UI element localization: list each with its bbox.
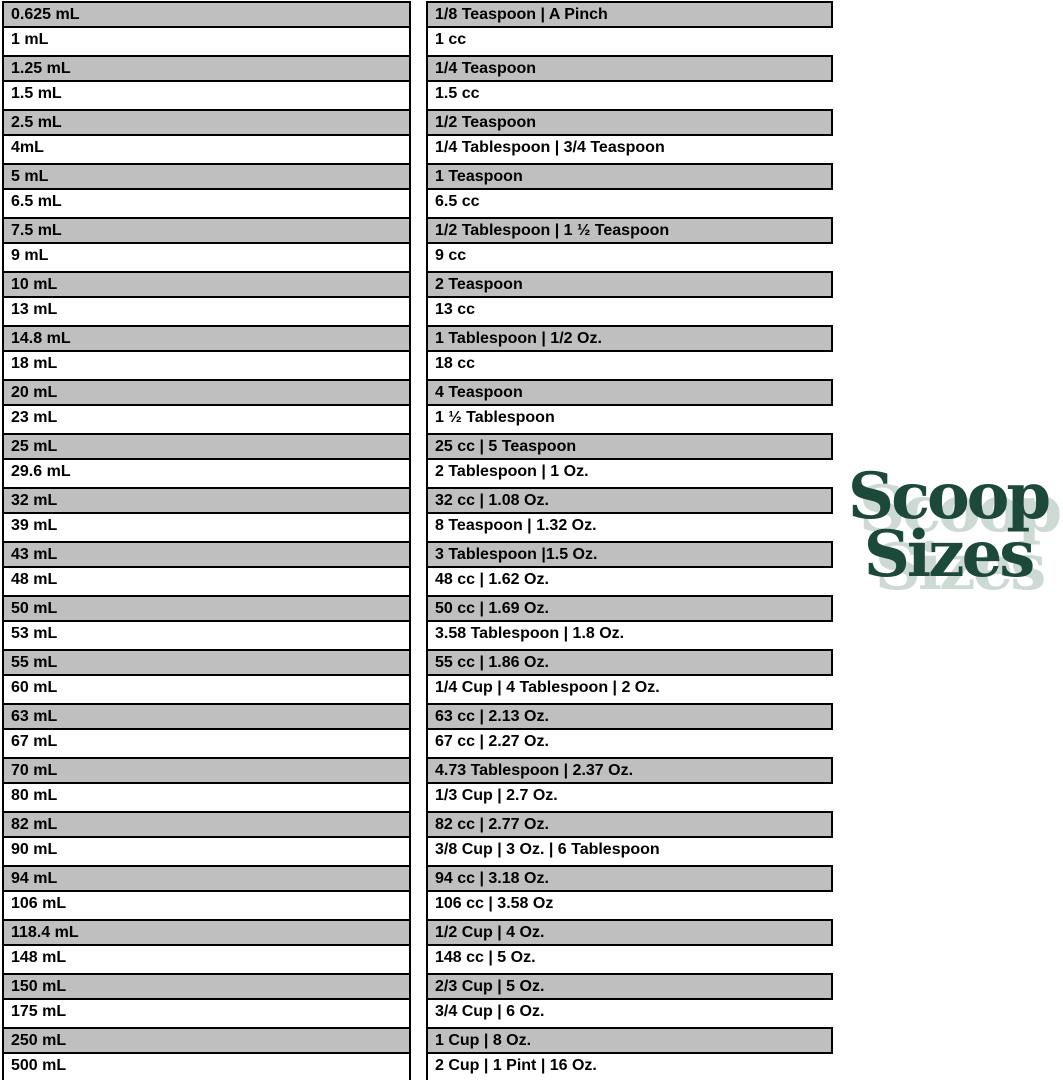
conversion-cell: 13 cc bbox=[428, 298, 833, 325]
ml-cell: 60 mL bbox=[4, 676, 409, 703]
ml-cell: 20 mL bbox=[4, 379, 409, 406]
conversion-cell: 6.5 cc bbox=[428, 190, 833, 217]
ml-cell: 148 mL bbox=[4, 946, 409, 973]
conversion-cell: 1/2 Cup | 4 Oz. bbox=[428, 919, 833, 946]
conversion-cell: 82 cc | 2.77 Oz. bbox=[428, 811, 833, 838]
conversion-cell: 50 cc | 1.69 Oz. bbox=[428, 595, 833, 622]
conversion-cell: 1/4 Tablespoon | 3/4 Teaspoon bbox=[428, 136, 833, 163]
conversion-cell: 8 Teaspoon | 1.32 Oz. bbox=[428, 514, 833, 541]
ml-cell: 150 mL bbox=[4, 973, 409, 1000]
ml-cell: 80 mL bbox=[4, 784, 409, 811]
conversion-cell: 3.58 Tablespoon | 1.8 Oz. bbox=[428, 622, 833, 649]
conversion-cell: 2 Tablespoon | 1 Oz. bbox=[428, 460, 833, 487]
conversion-cell: 1 cc bbox=[428, 28, 833, 55]
conversion-cell: 18 cc bbox=[428, 352, 833, 379]
conversion-cell: 3/8 Cup | 3 Oz. | 6 Tablespoon bbox=[428, 838, 833, 865]
ml-cell: 94 mL bbox=[4, 865, 409, 892]
conversion-cell: 1/8 Teaspoon | A Pinch bbox=[428, 1, 833, 28]
ml-cell: 53 mL bbox=[4, 622, 409, 649]
ml-cell: 6.5 mL bbox=[4, 190, 409, 217]
ml-cell: 1.5 mL bbox=[4, 82, 409, 109]
ml-cell: 7.5 mL bbox=[4, 217, 409, 244]
conversion-cell: 67 cc | 2.27 Oz. bbox=[428, 730, 833, 757]
conversion-cell: 1/2 Teaspoon bbox=[428, 109, 833, 136]
ml-cell: 48 mL bbox=[4, 568, 409, 595]
conversion-cell: 4 Teaspoon bbox=[428, 379, 833, 406]
conversion-cell: 2 Cup | 1 Pint | 16 Oz. bbox=[428, 1054, 833, 1080]
conversion-cell: 148 cc | 5 Oz. bbox=[428, 946, 833, 973]
ml-cell: 250 mL bbox=[4, 1027, 409, 1054]
conversion-cell: 1/4 Teaspoon bbox=[428, 55, 833, 82]
conversion-column: 1/8 Teaspoon | A Pinch 1 cc 1/4 Teaspoon 1.… bbox=[426, 1, 833, 1080]
ml-cell: 500 mL bbox=[4, 1054, 409, 1080]
ml-cell: 4mL bbox=[4, 136, 409, 163]
ml-cell: 2.5 mL bbox=[4, 109, 409, 136]
ml-cell: 1.25 mL bbox=[4, 55, 409, 82]
conversion-cell: 1.5 cc bbox=[428, 82, 833, 109]
conversion-cell: 94 cc | 3.18 Oz. bbox=[428, 865, 833, 892]
conversion-cell: 32 cc | 1.08 Oz. bbox=[428, 487, 833, 514]
conversion-cell: 1 ½ Tablespoon bbox=[428, 406, 833, 433]
conversion-cell: 48 cc | 1.62 Oz. bbox=[428, 568, 833, 595]
ml-cell: 9 mL bbox=[4, 244, 409, 271]
ml-cell: 63 mL bbox=[4, 703, 409, 730]
conversion-cell: 2 Teaspoon bbox=[428, 271, 833, 298]
ml-cell: 90 mL bbox=[4, 838, 409, 865]
ml-cell: 23 mL bbox=[4, 406, 409, 433]
ml-cell: 0.625 mL bbox=[4, 1, 409, 28]
conversion-cell: 1 Teaspoon bbox=[428, 163, 833, 190]
conversion-cell: 3/4 Cup | 6 Oz. bbox=[428, 1000, 833, 1027]
ml-cell: 1 mL bbox=[4, 28, 409, 55]
conversion-cell: 3 Tablespoon |1.5 Oz. bbox=[428, 541, 833, 568]
logo-word-scoop: Scoop bbox=[847, 459, 1051, 534]
conversion-cell: 55 cc | 1.86 Oz. bbox=[428, 649, 833, 676]
ml-cell: 32 mL bbox=[4, 487, 409, 514]
conversion-cell: 25 cc | 5 Teaspoon bbox=[428, 433, 833, 460]
ml-cell: 43 mL bbox=[4, 541, 409, 568]
ml-cell: 50 mL bbox=[4, 595, 409, 622]
ml-cell: 175 mL bbox=[4, 1000, 409, 1027]
ml-cell: 67 mL bbox=[4, 730, 409, 757]
ml-cell: 13 mL bbox=[4, 298, 409, 325]
ml-cell: 118.4 mL bbox=[4, 919, 409, 946]
conversion-cell: 106 cc | 3.58 Oz bbox=[428, 892, 833, 919]
conversion-cell: 63 cc | 2.13 Oz. bbox=[428, 703, 833, 730]
scoop-sizes-logo: Scoop Sizes bbox=[833, 459, 1063, 592]
conversion-cell: 4.73 Tablespoon | 2.37 Oz. bbox=[428, 757, 833, 784]
ml-cell: 55 mL bbox=[4, 649, 409, 676]
column-gap bbox=[411, 1, 426, 1080]
ml-cell: 25 mL bbox=[4, 433, 409, 460]
conversion-cell: 1/4 Cup | 4 Tablespoon | 2 Oz. bbox=[428, 676, 833, 703]
conversion-cell: 1 Cup | 8 Oz. bbox=[428, 1027, 833, 1054]
conversion-cell: 2/3 Cup | 5 Oz. bbox=[428, 973, 833, 1000]
conversion-cell: 9 cc bbox=[428, 244, 833, 271]
ml-cell: 18 mL bbox=[4, 352, 409, 379]
ml-cell: 39 mL bbox=[4, 514, 409, 541]
conversion-cell: 1/3 Cup | 2.7 Oz. bbox=[428, 784, 833, 811]
scoop-conversion-table: 0.625 mL 1 mL 1.25 mL 1.5 mL 2.5 mL 4mL 5 mL 6.… bbox=[2, 1, 833, 1080]
conversion-cell: 1/2 Tablespoon | 1 ½ Teaspoon bbox=[428, 217, 833, 244]
ml-cell: 5 mL bbox=[4, 163, 409, 190]
ml-cell: 82 mL bbox=[4, 811, 409, 838]
ml-cell: 29.6 mL bbox=[4, 460, 409, 487]
logo-word-sizes: Sizes bbox=[863, 517, 1036, 592]
ml-column: 0.625 mL 1 mL 1.25 mL 1.5 mL 2.5 mL 4mL 5 mL 6.… bbox=[2, 1, 411, 1080]
ml-cell: 106 mL bbox=[4, 892, 409, 919]
ml-cell: 10 mL bbox=[4, 271, 409, 298]
ml-cell: 14.8 mL bbox=[4, 325, 409, 352]
conversion-cell: 1 Tablespoon | 1/2 Oz. bbox=[428, 325, 833, 352]
ml-cell: 70 mL bbox=[4, 757, 409, 784]
